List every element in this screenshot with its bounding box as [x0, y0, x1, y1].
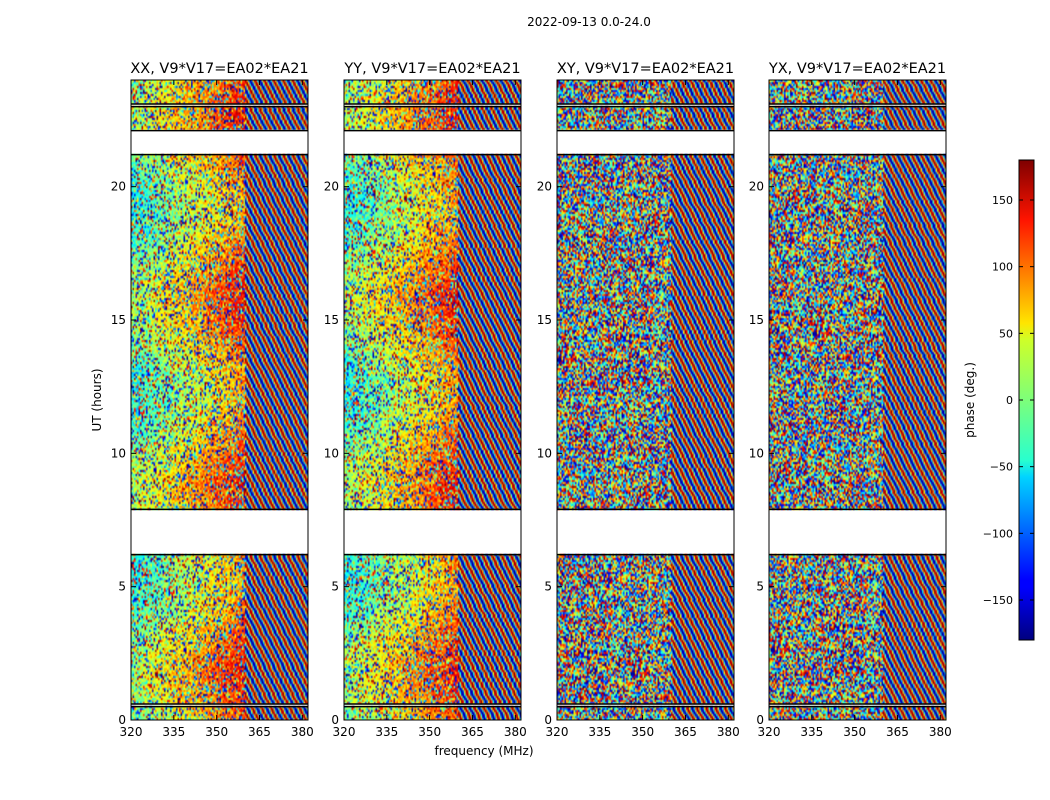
colorbar-tick-label: 100: [992, 261, 1013, 274]
y-tick-label: 10: [537, 446, 552, 460]
colorbar-tick-label: −100: [983, 527, 1013, 540]
panel-frame: [343, 79, 522, 721]
y-tick-label: 0: [118, 713, 126, 727]
panel-yy: YY, V9*V17=EA02*EA21 320 335 350 365 380 0 5 10 1…: [324, 61, 527, 739]
panel-yx: YX, V9*V17=EA02*EA21 320 335 350 365 380 0 5 10 1…: [749, 61, 952, 739]
y-tick-label: 5: [331, 580, 339, 594]
x-tick-label: 380: [504, 725, 527, 739]
colorbar-tick-label: 0: [1006, 394, 1013, 407]
panel-frame: [768, 79, 947, 721]
x-tick-label: 365: [674, 725, 697, 739]
panel-title: YX, V9*V17=EA02*EA21: [768, 61, 946, 77]
y-axis-label: UT (hours): [90, 368, 104, 431]
y-tick-label: 10: [749, 446, 764, 460]
y-tick-label: 0: [544, 713, 552, 727]
panel-title: XX, V9*V17=EA02*EA21: [130, 61, 308, 77]
colorbar: −150 −100 −50 0 50 100 150 phase (deg.): [963, 159, 1035, 641]
colorbar-tick-label: 150: [992, 194, 1013, 207]
panels-group: XX, V9*V17=EA02*EA21 320 335 350 365 380 0 5 10 1…: [111, 61, 952, 739]
y-tick-label: 0: [331, 713, 339, 727]
y-tick-label: 20: [537, 180, 552, 194]
panel-title: XY, V9*V17=EA02*EA21: [557, 61, 734, 77]
y-tick-label: 10: [111, 446, 126, 460]
x-tick-label: 350: [205, 725, 228, 739]
panel-title: YY, V9*V17=EA02*EA21: [343, 61, 520, 77]
panel-xx: XX, V9*V17=EA02*EA21 320 335 350 365 380 0 5 10 1…: [111, 61, 314, 739]
y-tick-label: 20: [111, 180, 126, 194]
x-tick-label: 365: [886, 725, 909, 739]
x-tick-label: 320: [758, 725, 781, 739]
figure-suptitle: 2022-09-13 0.0-24.0: [527, 15, 651, 29]
colorbar-label: phase (deg.): [963, 362, 977, 438]
panel-frame: [556, 79, 735, 721]
x-tick-label: 350: [631, 725, 654, 739]
x-axis-label: frequency (MHz): [434, 744, 533, 758]
y-tick-label: 15: [324, 313, 339, 327]
x-tick-label: 335: [800, 725, 823, 739]
y-tick-label: 5: [756, 580, 764, 594]
x-tick-label: 320: [546, 725, 569, 739]
y-tick-label: 20: [749, 180, 764, 194]
colorbar-tick-label: 50: [999, 327, 1013, 340]
x-tick-label: 320: [120, 725, 143, 739]
x-tick-label: 335: [588, 725, 611, 739]
heatmap-xx: [131, 80, 308, 720]
x-tick-label: 335: [375, 725, 398, 739]
y-tick-label: 20: [324, 180, 339, 194]
heatmap-yx: [769, 80, 946, 720]
colorbar-ticks: −150 −100 −50 0 50 100 150: [983, 194, 1034, 607]
x-tick-label: 320: [333, 725, 356, 739]
panel-frame: [130, 79, 309, 721]
x-tick-label: 365: [461, 725, 484, 739]
y-tick-label: 15: [111, 313, 126, 327]
x-tick-label: 380: [291, 725, 314, 739]
y-tick-label: 0: [756, 713, 764, 727]
panel-xy: XY, V9*V17=EA02*EA21 320 335 350 365 380 0 5 10 1…: [537, 61, 740, 739]
x-tick-label: 380: [717, 725, 740, 739]
colorbar-tick-label: −50: [990, 461, 1013, 474]
x-tick-label: 365: [248, 725, 271, 739]
heatmap-yy: [344, 80, 521, 720]
y-tick-label: 15: [537, 313, 552, 327]
x-tick-label: 335: [162, 725, 185, 739]
colorbar-tick-label: −150: [983, 594, 1013, 607]
x-tick-label: 350: [418, 725, 441, 739]
x-tick-label: 380: [929, 725, 952, 739]
y-tick-label: 10: [324, 446, 339, 460]
heatmap-xy: [557, 80, 734, 720]
y-tick-label: 5: [544, 580, 552, 594]
y-tick-label: 5: [118, 580, 126, 594]
y-tick-label: 15: [749, 313, 764, 327]
x-tick-label: 350: [843, 725, 866, 739]
